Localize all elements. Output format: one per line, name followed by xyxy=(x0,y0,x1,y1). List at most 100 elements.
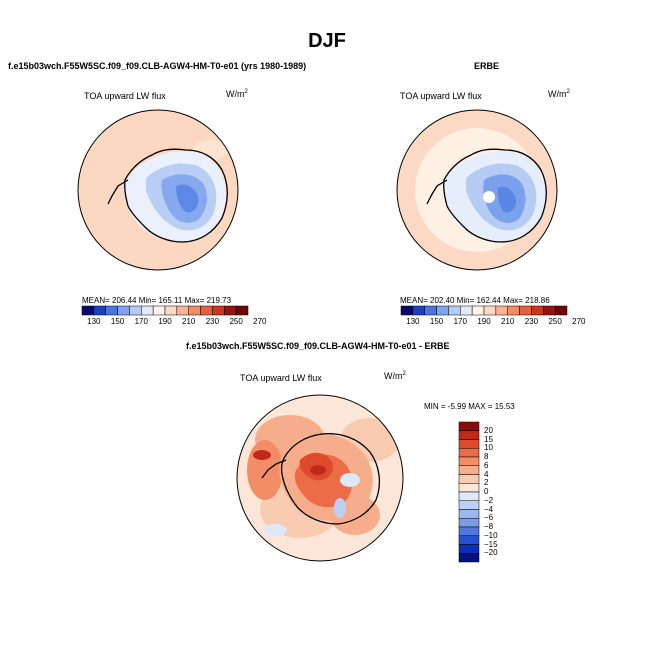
colorbar-swatch xyxy=(471,305,485,316)
colorbar-tick-label: 150 xyxy=(110,317,125,326)
colorbar-tick-label: 6 xyxy=(484,460,489,470)
obs-map-border xyxy=(396,109,558,271)
model-map-border xyxy=(77,109,239,271)
colorbar-swatch xyxy=(458,430,480,440)
colorbar-swatch xyxy=(235,305,249,316)
diff-units-label: W/m2 xyxy=(384,371,406,381)
colorbar-swatch xyxy=(458,465,480,475)
colorbar-tick-label: 250 xyxy=(548,317,562,326)
colorbar-tick-label: 8 xyxy=(484,452,489,461)
colorbar-tick-label: 130 xyxy=(406,317,420,326)
obs-variable-label: TOA upward LW flux xyxy=(400,91,482,101)
colorbar-swatch xyxy=(458,474,480,484)
colorbar-swatch xyxy=(531,305,544,316)
model-coastline xyxy=(124,148,228,243)
colorbar-swatch xyxy=(460,305,473,316)
colorbar-swatch xyxy=(93,305,106,316)
diff-panel-title: f.e15b03wch.F55W5SC.f09_f09.CLB-AGW4-HM-… xyxy=(186,341,450,351)
colorbar-swatch xyxy=(458,421,480,431)
colorbar-tick-label: −6 xyxy=(484,513,494,523)
colorbar-tick-label: 0 xyxy=(484,487,489,496)
colorbar-tick-label: 190 xyxy=(158,317,172,326)
colorbar-tick-label: −15 xyxy=(484,539,498,549)
colorbar-tick-label: −2 xyxy=(484,495,494,505)
colorbar-swatch xyxy=(458,518,480,528)
colorbar-tick-label: −10 xyxy=(484,530,498,540)
colorbar-swatch xyxy=(458,535,480,545)
obs-coastline xyxy=(443,148,547,243)
colorbar-tick-label: 210 xyxy=(182,317,196,326)
colorbar-tick-label: 2 xyxy=(484,478,489,488)
diff-coastline xyxy=(280,432,381,525)
model-stats: MEAN= 206.44 Min= 165.11 Max= 219.73 xyxy=(82,296,232,305)
figure-title: DJF xyxy=(308,30,346,52)
model-peninsula xyxy=(107,179,129,205)
model-map xyxy=(77,109,239,271)
diff-map-border xyxy=(236,394,404,562)
colorbar-swatch xyxy=(458,553,480,563)
obs-stats: MEAN= 202.40 Min= 162.44 Max= 218.86 xyxy=(400,296,550,305)
colorbar-tick-label: 150 xyxy=(429,317,444,326)
colorbar-swatch xyxy=(458,544,480,554)
obs-panel-title: ERBE xyxy=(474,61,500,71)
colorbar-tick-label: 170 xyxy=(453,317,467,326)
colorbar-swatch xyxy=(152,305,166,316)
colorbar-swatch xyxy=(554,305,568,316)
colorbar-swatch xyxy=(188,305,201,316)
colorbar-swatch xyxy=(436,305,449,316)
colorbar-swatch xyxy=(200,305,213,316)
colorbar-swatch xyxy=(412,305,425,316)
colorbar-swatch xyxy=(458,448,480,458)
colorbar-swatch xyxy=(519,305,532,316)
colorbar-swatch xyxy=(458,456,480,466)
colorbar-tick-label: 250 xyxy=(229,317,243,326)
colorbar-swatch xyxy=(507,305,520,316)
colorbar-tick-label: 270 xyxy=(253,317,267,326)
colorbar-tick-label: 4 xyxy=(484,469,489,479)
obs-pole-gap xyxy=(483,191,495,203)
obs-map xyxy=(396,109,558,271)
colorbar-tick-label: 270 xyxy=(572,317,586,326)
colorbar-swatch xyxy=(543,305,556,316)
model-variable-label: TOA upward LW flux xyxy=(84,91,166,101)
colorbar-swatch xyxy=(81,305,95,316)
obs-colorbar xyxy=(400,305,568,316)
colorbar-tick-label: 130 xyxy=(87,317,101,326)
colorbar-swatch xyxy=(141,305,154,316)
colorbar-swatch xyxy=(458,491,480,501)
colorbar-swatch xyxy=(495,305,508,316)
colorbar-swatch xyxy=(105,305,118,316)
colorbar-tick-label: 190 xyxy=(477,317,491,326)
colorbar-swatch xyxy=(483,305,497,316)
colorbar-swatch xyxy=(212,305,225,316)
colorbar-tick-label: 230 xyxy=(205,317,220,326)
colorbar-swatch xyxy=(117,305,130,316)
colorbar-swatch xyxy=(458,509,480,519)
obs-units-label: W/m2 xyxy=(548,89,570,99)
model-colorbar xyxy=(81,305,249,316)
colorbar-tick-label: 15 xyxy=(484,434,493,444)
colorbar-swatch xyxy=(458,483,480,493)
diff-map xyxy=(236,394,404,562)
obs-peninsula xyxy=(426,179,448,205)
colorbar-swatch xyxy=(458,526,480,536)
colorbar-tick-label: 230 xyxy=(524,317,539,326)
colorbar-tick-label: −4 xyxy=(484,504,494,514)
colorbar-tick-label: 210 xyxy=(501,317,515,326)
diff-variable-label: TOA upward LW flux xyxy=(240,373,322,383)
model-panel-title: f.e15b03wch.F55W5SC.f09_f09.CLB-AGW4-HM-… xyxy=(8,61,307,71)
colorbar-swatch xyxy=(458,439,480,449)
colorbar-swatch xyxy=(458,500,480,510)
colorbar-tick-label: 170 xyxy=(134,317,148,326)
colorbar-tick-label: −8 xyxy=(484,522,494,531)
colorbar-swatch xyxy=(424,305,437,316)
colorbar-swatch xyxy=(129,305,142,316)
colorbar-swatch xyxy=(176,305,189,316)
colorbar-tick-label: 10 xyxy=(484,443,493,453)
diff-peninsula xyxy=(261,459,287,479)
colorbar-swatch xyxy=(164,305,178,316)
model-units-label: W/m2 xyxy=(226,89,248,99)
colorbar-tick-label: −20 xyxy=(484,548,498,558)
colorbar-swatch xyxy=(448,305,461,316)
